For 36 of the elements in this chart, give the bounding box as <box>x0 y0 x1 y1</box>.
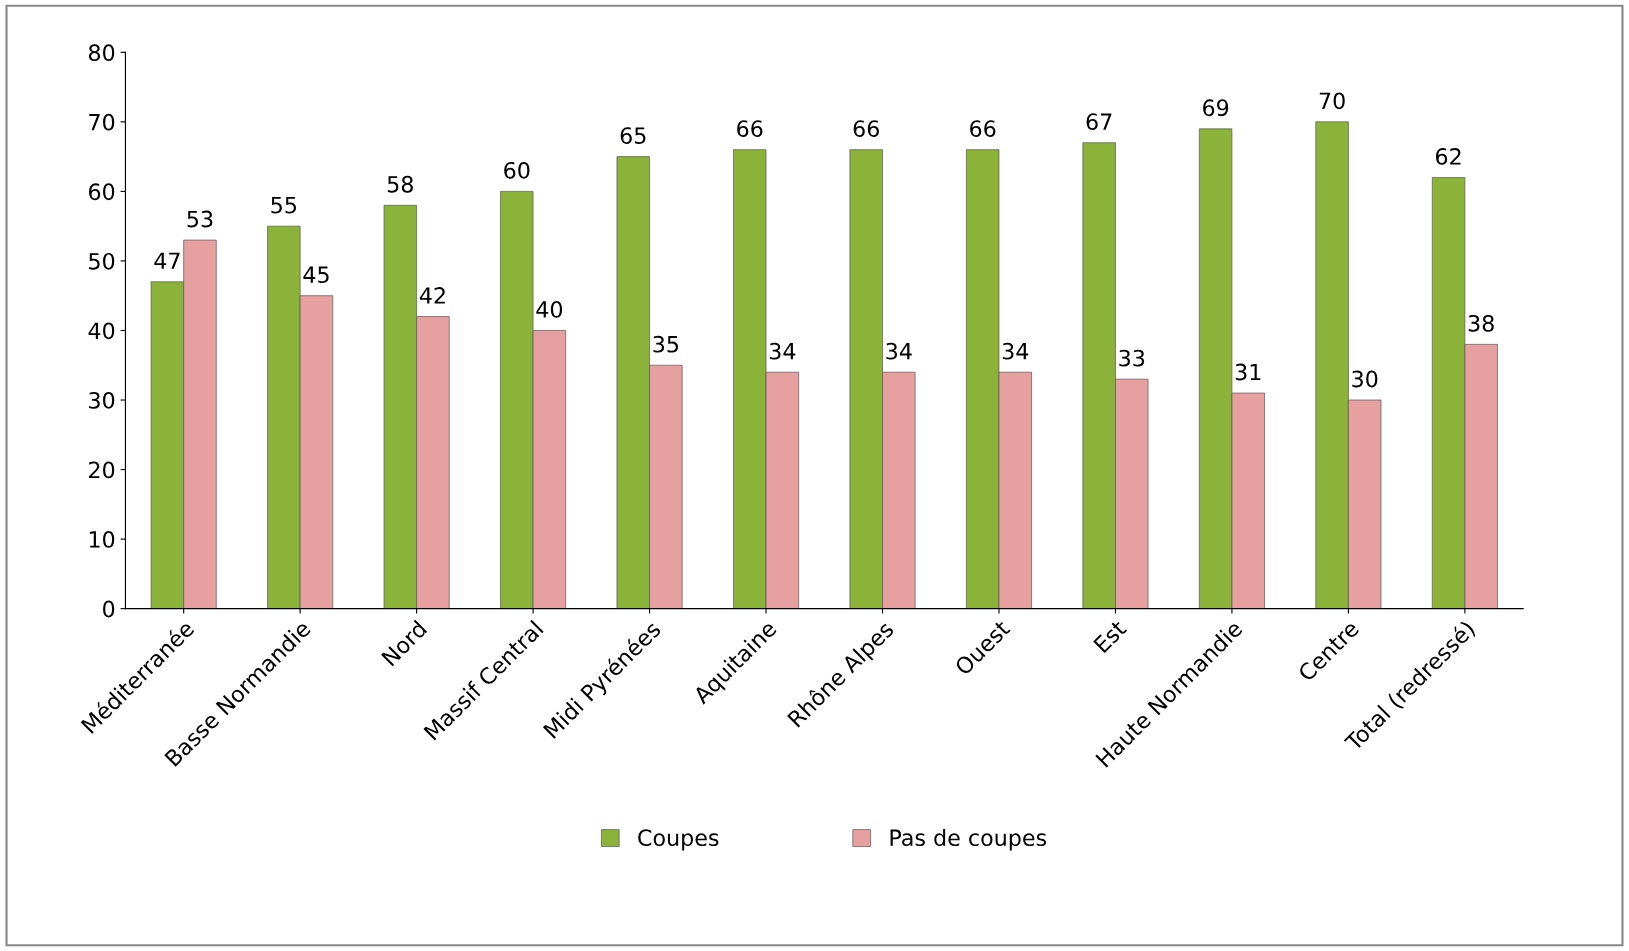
y-tick-label: 10 <box>89 531 115 548</box>
data-label: 34 <box>1002 342 1029 360</box>
data-label: 35 <box>653 335 679 353</box>
data-label: 40 <box>536 301 563 318</box>
y-tick-label: 50 <box>89 252 115 270</box>
data-label: 30 <box>1352 370 1378 388</box>
data-label: 42 <box>419 287 445 304</box>
y-tick-label: 60 <box>88 183 115 201</box>
data-label: 62 <box>1435 148 1461 165</box>
data-label: 38 <box>1468 314 1494 332</box>
data-label: 53 <box>187 210 213 228</box>
y-tick-label: 70 <box>89 113 115 131</box>
data-label: 66 <box>737 120 763 138</box>
data-label: 34 <box>769 342 796 360</box>
data-label: 33 <box>1119 349 1145 367</box>
data-label: 58 <box>387 175 413 193</box>
data-label: 55 <box>271 197 297 214</box>
y-tick-label: 80 <box>88 44 115 62</box>
data-label: 60 <box>504 161 530 179</box>
x-tick-label: Est <box>1093 619 1128 654</box>
legend-label: Pas de coupes <box>890 828 1047 851</box>
data-label: 47 <box>154 252 180 269</box>
data-label: 67 <box>1086 113 1112 131</box>
data-label: 70 <box>1319 92 1345 110</box>
data-label: 31 <box>1235 363 1261 381</box>
y-tick-label: 40 <box>88 322 115 340</box>
data-label: 66 <box>853 120 879 138</box>
data-label: 34 <box>886 342 912 360</box>
legend-label: Coupes <box>638 829 719 851</box>
y-tick-label: 20 <box>89 461 115 479</box>
y-tick-label: 30 <box>89 391 115 409</box>
data-label: 65 <box>620 127 646 144</box>
data-label: 66 <box>970 120 996 138</box>
y-tick-label: 0 <box>103 600 115 618</box>
data-label: 45 <box>303 266 329 284</box>
data-label: 69 <box>1203 99 1229 117</box>
